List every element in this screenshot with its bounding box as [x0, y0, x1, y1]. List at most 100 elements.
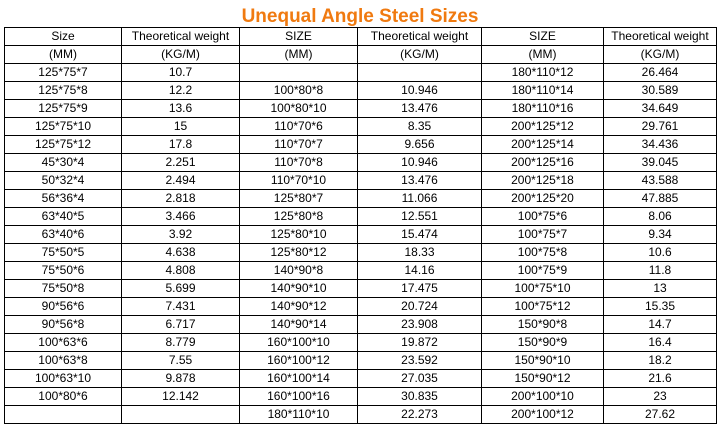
table-cell: 30.589 — [603, 81, 717, 100]
table-cell: 180*110*16 — [481, 99, 604, 118]
table-cell — [239, 63, 358, 82]
table-cell: 56*36*4 — [4, 189, 122, 208]
table-cell: 180*110*10 — [239, 405, 358, 424]
table-cell: 100*75*9 — [481, 261, 604, 280]
table-cell: 8.779 — [121, 333, 240, 352]
table-cell: 100*63*8 — [4, 351, 122, 370]
table-row: 125*75*8 12.2 100*80*8 10.946 180*110*14 30.5… — [4, 81, 717, 100]
table-unit-row: (MM) (KG/M) (MM) (KG/M) (MM) (KG/M) — [4, 45, 717, 64]
table-cell: 2.818 — [121, 189, 240, 208]
table-cell: 2.251 — [121, 153, 240, 172]
table-cell: 13.476 — [357, 99, 482, 118]
table-cell: 12.551 — [357, 207, 482, 226]
table-cell: 150*90*9 — [481, 333, 604, 352]
table-row: 90*56*6 7.431 140*90*12 20.724 100*75*12 15.3… — [4, 297, 717, 316]
table-cell: 110*70*10 — [239, 171, 358, 190]
table-cell: 160*100*12 — [239, 351, 358, 370]
page-title: Unequal Angle Steel Sizes — [241, 6, 479, 27]
table-cell: 125*80*7 — [239, 189, 358, 208]
table-cell: (KG/M) — [357, 45, 482, 64]
table-cell: 110*70*6 — [239, 117, 358, 136]
table-cell: 15.35 — [603, 297, 717, 316]
table-cell: 200*125*20 — [481, 189, 604, 208]
table-cell: 140*90*10 — [239, 279, 358, 298]
table-cell: 6.717 — [121, 315, 240, 334]
table-cell: 125*75*12 — [4, 135, 122, 154]
table-row: 180*110*10 22.273 200*100*12 27.62 — [4, 405, 717, 424]
table-cell: 18.33 — [357, 243, 482, 262]
table-cell: 22.273 — [357, 405, 482, 424]
table-row: 75*50*5 4.638 125*80*12 18.33 100*75*8 10.6 — [4, 243, 717, 262]
table-cell: 11.066 — [357, 189, 482, 208]
table-cell: 29.761 — [603, 117, 717, 136]
table-cell: 100*80*10 — [239, 99, 358, 118]
table-cell: 13 — [603, 279, 717, 298]
table-row: 125*75*10 15 110*70*6 8.35 200*125*12 29.761 — [4, 117, 717, 136]
table-cell: 160*100*16 — [239, 387, 358, 406]
steel-sizes-table: Size Theoretical weight SIZE Theoretical we… — [4, 27, 717, 424]
table-cell: (MM) — [239, 45, 358, 64]
table-cell: 140*90*8 — [239, 261, 358, 280]
table-cell: 125*80*12 — [239, 243, 358, 262]
table-row: 45*30*4 2.251 110*70*8 10.946 200*125*16 39.0… — [4, 153, 717, 172]
table-row: 75*50*8 5.699 140*90*10 17.475 100*75*10 13 — [4, 279, 717, 298]
table-cell: 15 — [121, 117, 240, 136]
table-cell: 27.62 — [603, 405, 717, 424]
table-cell: 17.475 — [357, 279, 482, 298]
table-cell: 90*56*6 — [4, 297, 122, 316]
table-cell: 8.06 — [603, 207, 717, 226]
table-cell: SIZE — [239, 27, 358, 46]
table-cell: 19.872 — [357, 333, 482, 352]
table-cell: 125*80*8 — [239, 207, 358, 226]
table-cell: 100*63*10 — [4, 369, 122, 388]
table-cell: (KG/M) — [603, 45, 717, 64]
table-cell: 5.699 — [121, 279, 240, 298]
table-row: 90*56*8 6.717 140*90*14 23.908 150*90*8 14.7 — [4, 315, 717, 334]
table-cell: 13.6 — [121, 99, 240, 118]
table-cell: 150*90*8 — [481, 315, 604, 334]
table-cell: 34.436 — [603, 135, 717, 154]
table-cell: 7.55 — [121, 351, 240, 370]
table-row: 75*50*6 4.808 140*90*8 14.16 100*75*9 11.8 — [4, 261, 717, 280]
table-row: 100*63*6 8.779 160*100*10 19.872 150*90*9 16.… — [4, 333, 717, 352]
table-cell: 10.946 — [357, 153, 482, 172]
table-cell: 75*50*8 — [4, 279, 122, 298]
table-cell: 200*100*10 — [481, 387, 604, 406]
table-cell: 100*80*6 — [4, 387, 122, 406]
table-row: 125*75*7 10.7 180*110*12 26.464 — [4, 63, 717, 82]
table-cell: 200*125*16 — [481, 153, 604, 172]
table-cell: 23.592 — [357, 351, 482, 370]
table-cell: 7.431 — [121, 297, 240, 316]
table-cell — [357, 63, 482, 82]
table-cell: 43.588 — [603, 171, 717, 190]
table-cell: 27.035 — [357, 369, 482, 388]
table-cell: 140*90*12 — [239, 297, 358, 316]
table-cell: 45*30*4 — [4, 153, 122, 172]
table-cell: 17.8 — [121, 135, 240, 154]
table-cell: 160*100*10 — [239, 333, 358, 352]
table-cell: 4.808 — [121, 261, 240, 280]
table-cell: Size — [4, 27, 122, 46]
table-row: 63*40*5 3.466 125*80*8 12.551 100*75*6 8.06 — [4, 207, 717, 226]
table-cell: 3.92 — [121, 225, 240, 244]
table-cell: 2.494 — [121, 171, 240, 190]
table-cell: 12.2 — [121, 81, 240, 100]
table-cell: 3.466 — [121, 207, 240, 226]
table-cell: 8.35 — [357, 117, 482, 136]
table-cell: 15.474 — [357, 225, 482, 244]
table-cell: 30.835 — [357, 387, 482, 406]
table-cell: 100*75*8 — [481, 243, 604, 262]
table-cell: (MM) — [481, 45, 604, 64]
table-cell: 12.142 — [121, 387, 240, 406]
table-cell: 4.638 — [121, 243, 240, 262]
table-cell: (KG/M) — [121, 45, 240, 64]
table-cell: 20.724 — [357, 297, 482, 316]
table-cell: 63*40*6 — [4, 225, 122, 244]
table-cell: 200*125*18 — [481, 171, 604, 190]
table-row: 50*32*4 2.494 110*70*10 13.476 200*125*18 43.… — [4, 171, 717, 190]
table-cell: 125*75*9 — [4, 99, 122, 118]
table-cell: 125*75*7 — [4, 63, 122, 82]
table-cell: 90*56*8 — [4, 315, 122, 334]
table-cell: 10.946 — [357, 81, 482, 100]
table-cell: 100*75*7 — [481, 225, 604, 244]
